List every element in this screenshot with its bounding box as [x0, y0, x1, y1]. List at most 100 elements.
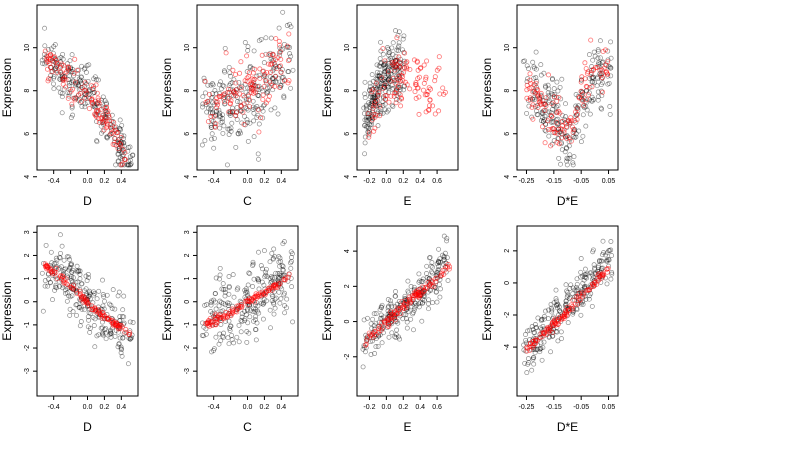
observed-point: [385, 305, 391, 311]
observed-point: [608, 247, 614, 253]
fitted-point: [549, 114, 555, 120]
observed-point: [435, 258, 441, 264]
observed-point: [380, 78, 386, 83]
observed-point: [273, 78, 279, 84]
fitted-point: [252, 66, 258, 72]
observed-point: [201, 75, 207, 81]
observed-point: [381, 84, 387, 90]
fitted-point: [285, 80, 291, 86]
fitted-point: [536, 99, 542, 105]
observed-point: [75, 269, 80, 275]
observed-point: [256, 310, 262, 316]
fitted-point: [436, 54, 442, 60]
observed-point: [590, 79, 596, 85]
fitted-point: [86, 106, 92, 112]
observed-point: [381, 71, 387, 77]
observed-point: [582, 266, 588, 272]
observed-point: [530, 356, 536, 362]
fitted-point: [570, 127, 576, 133]
observed-point: [251, 318, 256, 324]
observed-point: [70, 78, 76, 84]
observed-point: [85, 271, 91, 277]
observed-point: [59, 91, 65, 97]
observed-point: [389, 102, 395, 108]
observed-point: [211, 348, 217, 353]
observed-point: [280, 263, 286, 269]
observed-point: [237, 298, 243, 304]
observed-point: [252, 308, 258, 314]
observed-point: [413, 300, 419, 306]
observed-point: [570, 162, 576, 168]
fitted-point: [118, 134, 124, 140]
observed-point: [104, 135, 110, 141]
observed-point: [70, 112, 76, 118]
fitted-point: [110, 321, 116, 327]
observed-point: [45, 47, 51, 53]
observed-point: [537, 346, 543, 352]
fitted-point: [79, 296, 85, 302]
observed-point: [90, 314, 96, 320]
observed-point: [524, 110, 530, 116]
observed-point: [426, 297, 432, 303]
fitted-point: [585, 69, 591, 75]
observed-point: [281, 93, 287, 99]
observed-point: [117, 318, 123, 324]
observed-point: [246, 97, 252, 103]
observed-point: [127, 162, 133, 168]
observed-point: [380, 110, 386, 116]
x-tick-label: 0.0: [83, 404, 93, 411]
x-tick-label: -0.05: [573, 178, 589, 185]
observed-point: [598, 105, 604, 111]
fitted-point: [570, 297, 576, 303]
observed-point: [375, 331, 381, 337]
observed-point: [91, 292, 97, 298]
observed-point: [362, 117, 368, 123]
observed-point: [362, 79, 368, 85]
fitted-point: [569, 118, 575, 124]
observed-point: [221, 287, 227, 292]
observed-point: [252, 317, 258, 323]
observed-point: [523, 332, 528, 337]
observed-point: [537, 349, 543, 355]
y-tick-label: 0: [504, 281, 511, 285]
fitted-point: [392, 314, 398, 320]
fitted-point: [278, 69, 284, 75]
observed-point: [99, 97, 105, 103]
observed-point: [607, 64, 613, 70]
observed-point: [104, 292, 110, 298]
observed-point: [425, 301, 431, 307]
fitted-point: [286, 271, 292, 277]
fitted-point: [555, 318, 561, 324]
observed-point: [107, 329, 113, 335]
observed-point: [285, 69, 291, 75]
fitted-point: [273, 36, 279, 42]
observed-point: [84, 81, 90, 87]
observed-point: [524, 63, 530, 69]
observed-point: [529, 324, 535, 329]
observed-point: [234, 334, 240, 340]
fitted-point: [416, 111, 422, 117]
observed-point: [377, 63, 383, 69]
observed-point: [127, 154, 133, 160]
observed-point: [67, 265, 73, 271]
observed-point: [268, 325, 273, 331]
observed-point: [250, 259, 256, 265]
fitted-point: [233, 308, 239, 314]
fitted-point: [118, 142, 124, 148]
observed-point: [405, 309, 411, 315]
fitted-point: [552, 316, 558, 322]
fitted-point: [558, 126, 564, 132]
observed-point: [397, 336, 403, 342]
observed-point: [595, 55, 601, 61]
y-tick-label: 1: [184, 277, 191, 281]
fitted-point: [363, 342, 369, 348]
observed-point: [203, 326, 209, 332]
fitted-point: [391, 93, 397, 99]
observed-point: [542, 113, 548, 119]
fitted-point: [123, 157, 129, 163]
observed-point: [385, 45, 390, 50]
observed-point: [265, 88, 271, 94]
observed-point: [564, 158, 570, 164]
fitted-point: [541, 101, 547, 107]
fitted-point: [535, 91, 541, 97]
